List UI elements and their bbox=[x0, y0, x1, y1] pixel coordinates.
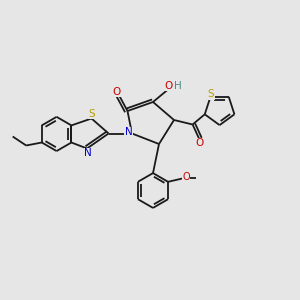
Text: S: S bbox=[208, 89, 214, 100]
Text: N: N bbox=[84, 148, 92, 158]
Text: S: S bbox=[88, 109, 95, 119]
Text: N: N bbox=[124, 127, 132, 137]
Text: H: H bbox=[174, 81, 182, 91]
Text: O: O bbox=[182, 172, 190, 182]
Text: O: O bbox=[165, 81, 173, 91]
Text: O: O bbox=[112, 87, 120, 97]
Text: O: O bbox=[196, 138, 204, 148]
